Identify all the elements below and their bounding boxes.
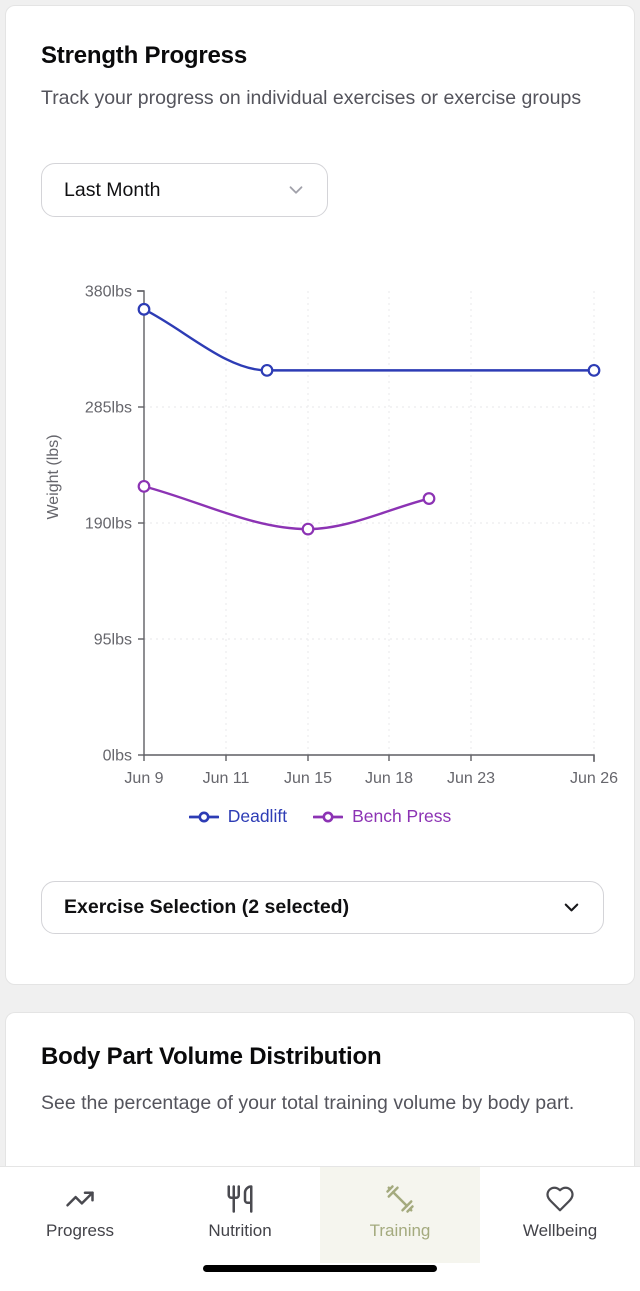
chart-axis <box>137 290 595 762</box>
chevron-down-icon <box>564 903 579 912</box>
exercise-selection-dropdown[interactable]: Exercise Selection (2 selected) <box>41 881 604 934</box>
tab-nutrition[interactable]: Nutrition <box>160 1167 320 1291</box>
dumbbell-icon <box>386 1185 414 1213</box>
strength-progress-card: Strength Progress Track your progress on… <box>5 5 635 985</box>
x-tick-label: Jun 18 <box>365 770 413 787</box>
strength-card-title: Strength Progress <box>41 42 247 69</box>
tab-progress[interactable]: Progress <box>0 1167 160 1291</box>
chevron-down-icon <box>289 186 303 194</box>
tab-highlight <box>320 1167 480 1263</box>
x-tick-label: Jun 9 <box>124 770 163 787</box>
y-axis-label: Weight (lbs) <box>45 434 62 519</box>
time-range-dropdown[interactable]: Last Month <box>41 163 328 217</box>
chart-legend: Deadlift Bench Press <box>6 806 634 827</box>
strength-card-subtitle: Track your progress on individual exerci… <box>41 87 582 109</box>
x-tick-label: Jun 15 <box>284 770 332 787</box>
y-tick-label: 95lbs <box>94 632 132 649</box>
legend-symbol-icon <box>313 811 344 822</box>
y-tick-label: 0lbs <box>103 748 132 765</box>
y-tick-label: 380lbs <box>85 284 132 301</box>
body-part-card-subtitle: See the percentage of your total trainin… <box>41 1092 575 1114</box>
exercise-selection-label: Exercise Selection (2 selected) <box>64 896 350 918</box>
legend-symbol-icon <box>188 811 219 822</box>
legend-label-bench-press: Bench Press <box>352 806 452 826</box>
heart-icon <box>546 1186 574 1212</box>
body-part-card-title: Body Part Volume Distribution <box>41 1043 382 1070</box>
body-part-volume-card: Body Part Volume Distribution See the pe… <box>5 1012 635 1172</box>
x-tick-label: Jun 23 <box>447 770 495 787</box>
tab-wellbeing-label: Wellbeing <box>522 1221 598 1240</box>
tab-progress-label: Progress <box>45 1221 115 1240</box>
data-point-bench-press[interactable] <box>301 522 315 536</box>
trending-up-icon <box>66 1191 94 1207</box>
tab-nutrition-label: Nutrition <box>208 1221 272 1240</box>
y-tick-label: 285lbs <box>85 400 132 417</box>
tab-wellbeing[interactable]: Wellbeing <box>480 1167 640 1291</box>
time-range-value: Last Month <box>64 178 161 201</box>
data-point-bench-press[interactable] <box>422 492 436 505</box>
legend-item-bench-press: Bench Press <box>313 806 451 827</box>
x-tick-label: Jun 11 <box>203 770 250 787</box>
bottom-tab-bar: Progress Nutrition Training Wellbeing <box>0 1166 640 1291</box>
tab-training-label: Training <box>369 1221 431 1240</box>
data-point-bench-press[interactable] <box>137 479 151 493</box>
home-indicator[interactable] <box>203 1265 437 1272</box>
strength-line-chart[interactable]: 0lbs 95lbs 190lbs 285lbs 380lbs Jun 9 Jun 11 Ju… <box>6 266 634 801</box>
x-tick-label: Jun 26 <box>570 770 618 787</box>
legend-item-deadlift: Deadlift <box>188 806 288 827</box>
data-point-deadlift[interactable] <box>587 363 601 377</box>
y-tick-label: 190lbs <box>85 516 132 533</box>
data-point-deadlift[interactable] <box>137 302 151 316</box>
legend-label-deadlift: Deadlift <box>227 806 288 826</box>
data-point-deadlift[interactable] <box>260 363 274 377</box>
series-line-deadlift <box>142 308 596 372</box>
utensils-icon <box>227 1185 253 1213</box>
tab-training[interactable]: Training <box>320 1167 480 1291</box>
